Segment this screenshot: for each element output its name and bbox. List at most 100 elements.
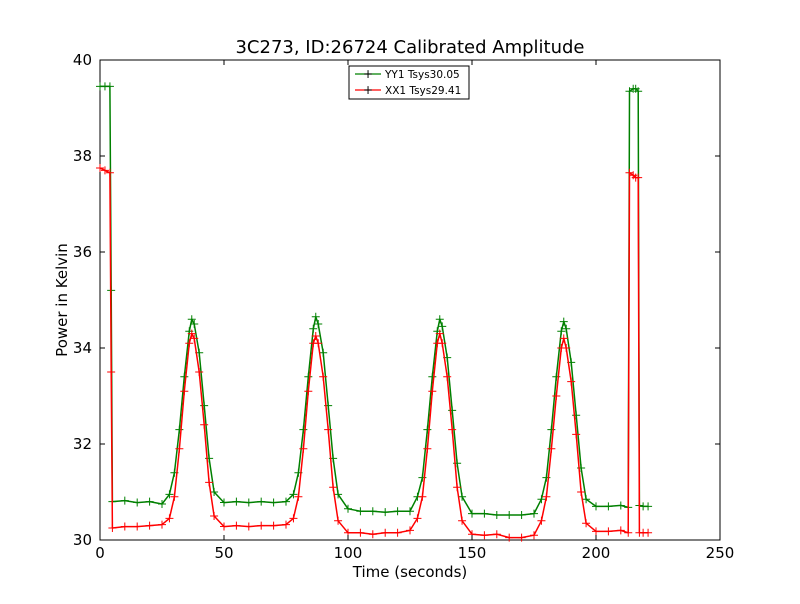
x-tick-label: 50 <box>214 544 233 562</box>
data-point-yy1 <box>644 502 653 511</box>
data-point-yy1 <box>299 425 308 434</box>
data-point-yy1 <box>537 495 546 504</box>
data-point-xx1 <box>133 522 142 531</box>
y-tick-label: 36 <box>73 243 92 261</box>
data-point-yy1 <box>505 511 514 520</box>
data-point-xx1 <box>105 168 114 177</box>
data-point-xx1 <box>592 527 600 536</box>
data-point-xx1 <box>96 164 104 172</box>
data-point-xx1 <box>299 444 308 453</box>
data-point-xx1 <box>319 372 328 381</box>
ticks-layer: 0 50 100 150 200 250 30 32 34 36 38 40 <box>73 51 734 562</box>
data-point-xx1 <box>582 519 591 528</box>
data-point-xx1 <box>170 492 179 501</box>
data-point-yy1 <box>120 496 129 505</box>
data-point-xx1 <box>100 166 109 175</box>
legend-box <box>348 65 470 100</box>
data-point-xx1 <box>435 329 444 338</box>
axes-frame <box>99 59 721 541</box>
data-point-yy1 <box>269 498 278 507</box>
data-point-xx1 <box>269 521 278 530</box>
data-point-xx1 <box>381 528 390 537</box>
data-point-xx1 <box>165 514 174 523</box>
data-point-xx1 <box>480 531 489 540</box>
data-point-xx1 <box>438 339 447 348</box>
data-point-yy1 <box>530 509 538 518</box>
data-point-xx1 <box>492 530 501 539</box>
data-point-xx1 <box>289 514 298 523</box>
data-point-xx1 <box>423 444 432 453</box>
data-point-yy1 <box>582 495 591 504</box>
data-point-xx1 <box>458 516 467 525</box>
data-point-yy1 <box>220 498 228 507</box>
data-point-yy1 <box>381 508 390 517</box>
data-point-xx1 <box>195 368 204 376</box>
data-point-xx1 <box>572 430 581 439</box>
data-point-xx1 <box>634 173 643 182</box>
data-point-yy1 <box>165 490 174 499</box>
data-point-xx1 <box>107 368 116 376</box>
data-point-yy1 <box>368 507 377 516</box>
data-point-xx1 <box>443 372 452 381</box>
x-tick-label: 0 <box>95 544 105 562</box>
data-point-yy1 <box>314 320 323 328</box>
y-tick-label: 32 <box>73 435 92 453</box>
data-point-xx1 <box>232 521 241 530</box>
data-point-xx1 <box>577 488 586 496</box>
data-point-yy1 <box>232 497 241 506</box>
data-point-yy1 <box>304 372 313 381</box>
data-point-xx1 <box>244 522 253 531</box>
data-point-xx1 <box>282 520 290 529</box>
data-point-xx1 <box>448 425 457 434</box>
data-point-yy1 <box>356 507 365 516</box>
data-point-xx1 <box>210 512 219 520</box>
data-point-yy1 <box>559 317 568 326</box>
data-point-yy1 <box>344 504 352 513</box>
data-point-xx1 <box>158 520 166 529</box>
data-point-yy1 <box>448 406 457 415</box>
data-point-yy1 <box>616 501 625 510</box>
data-point-xx1 <box>220 522 228 531</box>
data-point-xx1 <box>562 344 571 352</box>
data-point-xx1 <box>334 516 343 525</box>
x-tick-label: 100 <box>334 544 363 562</box>
data-point-yy1 <box>282 497 290 506</box>
data-point-yy1 <box>319 348 328 357</box>
data-point-yy1 <box>311 312 320 321</box>
data-point-yy1 <box>289 490 298 499</box>
data-point-yy1 <box>133 498 142 507</box>
y-tick-label: 34 <box>73 339 92 357</box>
data-point-xx1 <box>393 528 402 537</box>
data-point-xx1 <box>517 533 526 542</box>
data-point-yy1 <box>175 425 184 434</box>
data-point-yy1 <box>309 324 318 333</box>
data-point-xx1 <box>428 387 437 396</box>
data-point-yy1 <box>458 492 467 501</box>
data-point-yy1 <box>393 507 402 516</box>
data-point-xx1 <box>542 492 551 501</box>
data-point-xx1 <box>368 530 377 539</box>
data-point-yy1 <box>562 324 571 333</box>
data-point-xx1 <box>187 329 196 338</box>
data-point-yy1 <box>200 401 209 410</box>
chart-title: 3C273, ID:26724 Calibrated Amplitude <box>235 37 584 58</box>
data-point-xx1 <box>175 444 184 453</box>
data-point-xx1 <box>185 339 194 348</box>
data-point-yy1 <box>105 82 114 91</box>
data-point-xx1 <box>624 528 633 537</box>
data-point-yy1 <box>572 411 581 420</box>
data-point-xx1 <box>311 332 320 340</box>
data-point-xx1 <box>559 334 568 343</box>
data-point-xx1 <box>304 387 313 396</box>
data-point-yy1 <box>592 502 600 511</box>
data-point-xx1 <box>329 483 338 492</box>
x-axis-label: Time (seconds) <box>352 563 468 581</box>
data-point-xx1 <box>324 425 333 434</box>
legend: + YY1 Tsys30.05 + XX1 Tsys29.41 <box>348 65 470 100</box>
y-tick-label: 40 <box>73 51 92 69</box>
data-point-yy1 <box>334 490 343 499</box>
data-point-yy1 <box>190 320 199 328</box>
data-point-xx1 <box>552 392 561 400</box>
data-point-xx1 <box>314 339 323 348</box>
